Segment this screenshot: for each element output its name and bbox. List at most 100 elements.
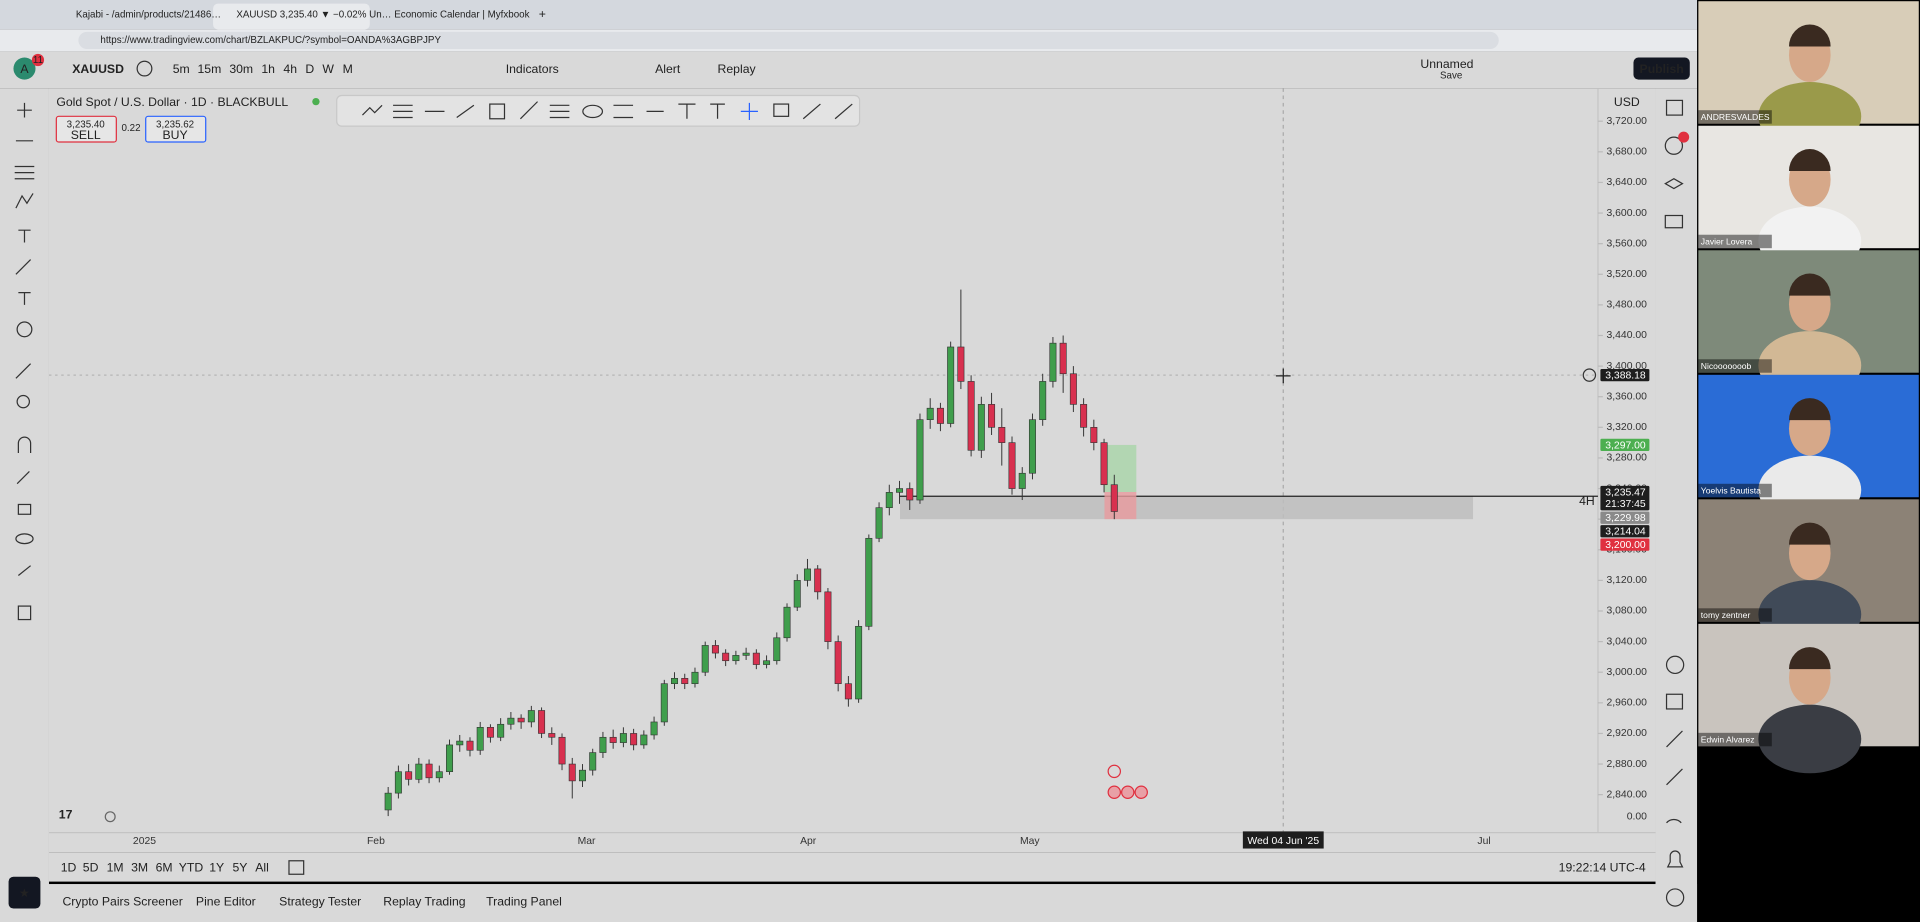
x-tick-label: Mar xyxy=(578,836,596,847)
cross-tool[interactable] xyxy=(17,102,32,118)
bottom-panel xyxy=(0,884,1698,922)
currency[interactable]: USD xyxy=(1614,95,1640,109)
event-icon xyxy=(1107,785,1122,799)
panel-tab[interactable]: Replay Trading xyxy=(383,895,465,909)
publish-button[interactable] xyxy=(1633,57,1690,80)
sell-label[interactable]: SELL xyxy=(71,128,101,142)
lock-tool[interactable] xyxy=(17,503,32,515)
pattern-tool[interactable] xyxy=(15,193,34,209)
participant-name: ANDRESVALDES xyxy=(1701,112,1770,122)
candle-body xyxy=(507,717,515,725)
tool-icons xyxy=(14,102,35,621)
event-icon xyxy=(1121,785,1135,799)
range-button[interactable]: All xyxy=(255,860,269,874)
alert-badge xyxy=(1678,131,1690,143)
indicators[interactable]: Indicators xyxy=(506,62,559,76)
hide-tool[interactable] xyxy=(15,533,34,545)
candle-body xyxy=(763,660,771,665)
interval[interactable]: M xyxy=(343,62,353,76)
projection-tool[interactable] xyxy=(18,229,31,243)
candle-body xyxy=(405,771,413,780)
interval[interactable]: 4h xyxy=(283,62,297,76)
eye-icon[interactable] xyxy=(104,811,116,823)
panel-tab[interactable]: Strategy Tester xyxy=(279,895,361,909)
buy-price[interactable]: 3,235.62 xyxy=(156,119,194,130)
name-plate xyxy=(1698,110,1772,124)
candle-body xyxy=(578,769,586,782)
save[interactable]: Save xyxy=(1440,71,1462,82)
sell-button[interactable] xyxy=(55,115,117,143)
name-plate xyxy=(1698,732,1772,747)
range-button[interactable]: 6M xyxy=(156,860,173,874)
name-plate xyxy=(1698,359,1772,373)
candle-body xyxy=(701,645,709,673)
symbol[interactable]: XAUUSD xyxy=(72,62,124,76)
y-tick-label: 3,120.00 xyxy=(1606,575,1647,586)
magnet-tool[interactable] xyxy=(17,436,32,454)
range-button[interactable]: 1Y xyxy=(209,860,224,874)
range-button[interactable]: 5D xyxy=(83,860,99,874)
tab-title[interactable]: Economic Calendar | Myfxbook xyxy=(394,9,529,20)
interval[interactable]: 1h xyxy=(261,62,275,76)
interval[interactable]: 15m xyxy=(197,62,221,76)
add-symbol[interactable] xyxy=(136,60,153,77)
tab-title[interactable]: XAUUSD 3,235.40 ▼ −0.02% Un… xyxy=(236,9,391,20)
sidebar-icons xyxy=(1664,99,1685,907)
interval[interactable]: W xyxy=(322,62,334,76)
participant-name: Nicooooooob xyxy=(1701,361,1752,371)
emoji-tool[interactable] xyxy=(16,321,33,338)
avatar-letter: A xyxy=(20,62,29,76)
candle-body xyxy=(589,752,597,771)
price-badge-label: 3,229.98 xyxy=(1605,513,1646,524)
interval[interactable]: 30m xyxy=(229,62,253,76)
candle-body xyxy=(650,721,658,736)
price-badge xyxy=(1600,485,1650,511)
person-hair xyxy=(1788,522,1831,545)
range-button[interactable]: 3M xyxy=(131,860,148,874)
link-tool[interactable] xyxy=(17,565,31,576)
url-field[interactable] xyxy=(78,31,1499,49)
fib-tool[interactable] xyxy=(14,165,35,180)
candle-body xyxy=(947,346,955,424)
candle-body xyxy=(548,733,556,738)
publish[interactable]: Publish xyxy=(1640,62,1684,76)
interval[interactable]: 5m xyxy=(173,62,190,76)
person-body xyxy=(1758,704,1862,774)
zoom-tool[interactable] xyxy=(16,394,30,409)
replay[interactable]: Replay xyxy=(718,62,757,76)
volume-zero: 0.00 xyxy=(1627,811,1647,822)
ruler-tool[interactable] xyxy=(15,363,32,379)
candle-body xyxy=(793,580,801,608)
url[interactable]: https://www.tradingview.com/chart/BZLAKP… xyxy=(100,35,441,46)
stay-drawing[interactable] xyxy=(16,470,30,485)
brush-tool[interactable] xyxy=(15,259,32,275)
crosshair-plus[interactable] xyxy=(1582,368,1597,382)
interval[interactable]: D xyxy=(305,62,314,76)
panel-tab[interactable]: Crypto Pairs Screener xyxy=(62,895,182,909)
candle-body xyxy=(394,771,402,794)
active-tab[interactable] xyxy=(213,3,370,30)
x-tick-label: Apr xyxy=(800,836,817,847)
candle-body xyxy=(885,492,893,508)
range-button[interactable]: 1M xyxy=(107,860,124,874)
buy-button[interactable] xyxy=(145,115,207,143)
candle-body xyxy=(824,591,832,642)
range-button[interactable]: YTD xyxy=(179,860,204,874)
avatar[interactable] xyxy=(13,57,36,80)
buy-label[interactable]: BUY xyxy=(163,128,188,142)
tab-title[interactable]: Kajabi - /admin/products/21486… xyxy=(76,9,221,20)
date-range-icon[interactable] xyxy=(288,860,305,875)
new-tab[interactable]: + xyxy=(539,7,546,21)
text-tool[interactable] xyxy=(18,292,31,305)
layout-name[interactable]: Unnamed xyxy=(1420,57,1473,71)
panel-tab[interactable]: Pine Editor xyxy=(196,895,256,909)
trash-tool[interactable] xyxy=(17,605,32,621)
alert[interactable]: Alert xyxy=(655,62,681,76)
sell-price[interactable]: 3,235.40 xyxy=(67,119,106,130)
range-button[interactable]: 5Y xyxy=(233,860,248,874)
x-tick-label: May xyxy=(1020,836,1040,847)
star-button[interactable] xyxy=(8,876,41,909)
range-button[interactable]: 1D xyxy=(61,860,77,874)
panel-tab[interactable]: Trading Panel xyxy=(486,895,562,909)
